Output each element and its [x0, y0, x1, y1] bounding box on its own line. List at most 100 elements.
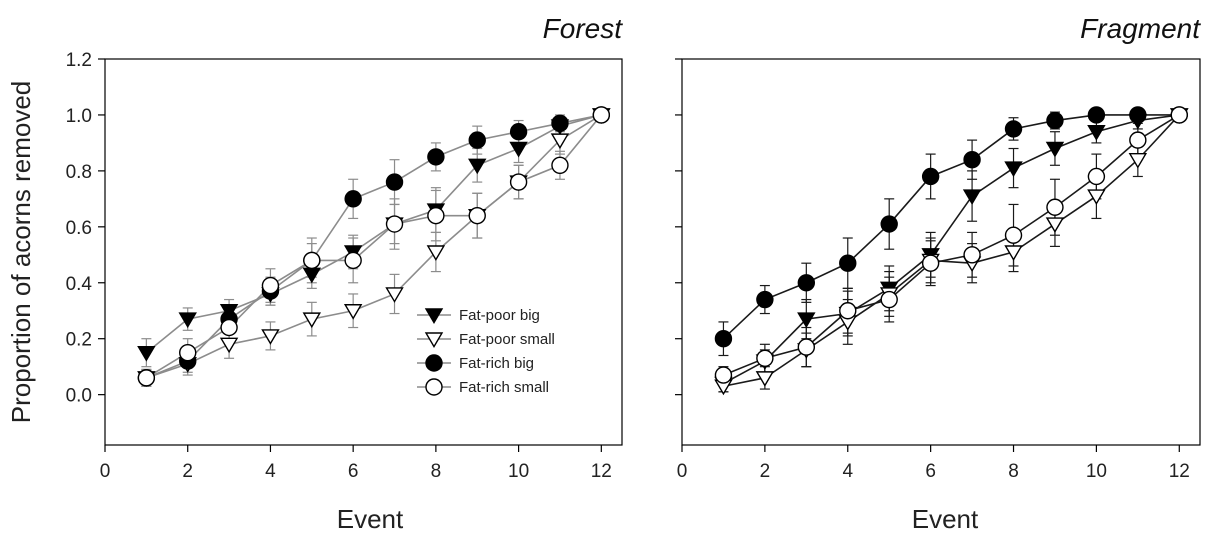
- data-point: [756, 349, 774, 367]
- data-point: [921, 167, 940, 186]
- series-line: [723, 114, 1180, 376]
- data-point: [755, 371, 775, 387]
- data-point: [550, 133, 570, 150]
- legend: Fat-poor big Fat-poor small Fat-rich big Fa…: [417, 307, 555, 396]
- plot-frame: [681, 58, 1201, 446]
- y-tick-label: 1.2: [66, 50, 92, 71]
- x-tick-label: 8: [1008, 461, 1019, 482]
- series-4: [718, 114, 1180, 385]
- data-point: [1046, 111, 1064, 130]
- data-point: [1170, 106, 1188, 124]
- data-point: [509, 141, 528, 158]
- x-tick-label: 0: [677, 461, 688, 482]
- series-line: [723, 114, 1180, 385]
- x-tick-label: 2: [760, 461, 771, 482]
- series-3: [718, 108, 1180, 357]
- series-4-markers: [714, 106, 1188, 384]
- chart-title: Fragment: [1080, 13, 1201, 44]
- x-tick-label: 8: [431, 461, 442, 482]
- series-2: [718, 114, 1180, 393]
- data-point: [1087, 189, 1106, 206]
- data-point: [921, 254, 940, 272]
- legend-marker: [425, 378, 443, 396]
- data-point: [1046, 198, 1064, 216]
- x-axis-title: Event: [912, 504, 979, 533]
- data-point: [219, 337, 239, 354]
- data-point: [137, 369, 156, 387]
- data-point: [797, 312, 816, 329]
- legend-label: Fat-rich big: [459, 355, 534, 372]
- data-point: [509, 173, 528, 191]
- data-point: [1004, 120, 1023, 138]
- legend-marker: [424, 332, 444, 348]
- data-point: [839, 254, 857, 272]
- y-tick-label: 0.4: [66, 274, 93, 295]
- data-point: [1087, 106, 1106, 124]
- series-3-markers: [714, 106, 1188, 348]
- data-point: [178, 312, 197, 329]
- data-point: [385, 287, 404, 303]
- data-point: [714, 330, 733, 348]
- y-tick-label: 0.6: [66, 218, 92, 239]
- data-point: [1045, 217, 1065, 234]
- data-point: [344, 251, 362, 270]
- data-point: [468, 131, 486, 149]
- data-point: [427, 148, 445, 166]
- series-4-markers: [137, 106, 611, 387]
- x-tick-label: 6: [348, 461, 359, 482]
- data-point: [261, 276, 280, 295]
- data-point: [344, 190, 362, 208]
- x-tick-label: 12: [591, 461, 612, 482]
- data-point: [797, 274, 816, 292]
- legend-marker: [424, 308, 444, 324]
- data-point: [179, 343, 197, 362]
- data-point: [551, 114, 569, 133]
- x-tick-label: 12: [1169, 461, 1190, 482]
- data-point: [1129, 131, 1147, 149]
- x-tick-label: 10: [1086, 461, 1107, 482]
- data-point: [220, 318, 238, 337]
- data-point: [137, 345, 156, 362]
- data-point: [1128, 152, 1148, 169]
- data-point: [468, 158, 487, 175]
- data-point: [302, 267, 322, 284]
- x-tick-label: 2: [182, 461, 193, 482]
- series-2-markers: [714, 108, 1189, 396]
- y-tick-label: 0.2: [66, 330, 92, 351]
- data-point: [343, 304, 363, 320]
- data-point: [261, 329, 280, 345]
- data-point: [1004, 161, 1023, 178]
- data-point: [880, 215, 898, 233]
- data-point: [1045, 141, 1065, 158]
- plot-frame: [104, 58, 623, 446]
- data-point: [302, 312, 322, 329]
- y-axis-title: Proportion of acorns removed: [6, 81, 36, 424]
- data-point: [714, 366, 733, 384]
- data-point: [385, 215, 404, 233]
- data-point: [1129, 106, 1147, 124]
- legend-label: Fat-poor small: [459, 331, 555, 348]
- data-point: [1004, 226, 1023, 244]
- data-point: [962, 189, 982, 206]
- data-point: [839, 302, 857, 320]
- data-point: [1004, 245, 1023, 261]
- data-point: [963, 150, 981, 169]
- x-tick-label: 4: [265, 461, 276, 482]
- data-point: [880, 290, 898, 309]
- data-point: [468, 206, 486, 225]
- y-tick-label: 0.0: [66, 386, 92, 407]
- x-tick-label: 6: [925, 461, 936, 482]
- legend-label: Fat-poor big: [459, 307, 540, 324]
- x-tick-label: 10: [508, 461, 529, 482]
- series-line: [722, 114, 1180, 340]
- data-point: [426, 245, 446, 261]
- data-point: [1087, 125, 1106, 141]
- x-tick-label: 4: [842, 461, 853, 482]
- data-point: [963, 246, 981, 264]
- chart-panel-2: 0 2 4 6 8 10 12 Event Fragment: [675, 13, 1201, 533]
- data-point: [427, 206, 445, 225]
- legend-marker: [425, 354, 443, 372]
- chart-title: Forest: [543, 13, 624, 44]
- y-tick-label: 1.0: [66, 106, 92, 127]
- series-1: [718, 111, 1180, 393]
